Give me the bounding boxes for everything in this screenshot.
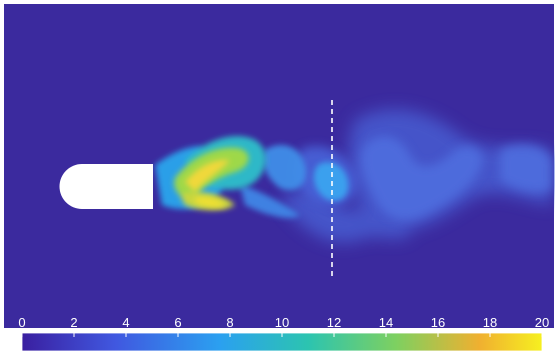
colorbar-tick-label: 14 bbox=[379, 315, 393, 330]
colorbar-tick-label: 12 bbox=[327, 315, 341, 330]
colorbar-tick-label: 10 bbox=[275, 315, 289, 330]
colorbar-ticks: 0 2 4 6 8 10 12 14 16 18 20 bbox=[18, 315, 549, 337]
bluff-body bbox=[59, 164, 153, 209]
colorbar-tick-label: 16 bbox=[431, 315, 445, 330]
colorbar: 0 2 4 6 8 10 12 14 16 18 20 bbox=[18, 315, 549, 352]
colorbar-tick-label: 18 bbox=[483, 315, 497, 330]
colorbar-tick-label: 8 bbox=[226, 315, 233, 330]
colorbar-tick-label: 0 bbox=[18, 315, 25, 330]
colorbar-tick-label: 20 bbox=[535, 315, 549, 330]
vortex-wake bbox=[155, 109, 552, 243]
colorbar-tick-label: 4 bbox=[122, 315, 129, 330]
colorbar-tick-label: 2 bbox=[70, 315, 77, 330]
colorbar-tick-label: 6 bbox=[174, 315, 181, 330]
